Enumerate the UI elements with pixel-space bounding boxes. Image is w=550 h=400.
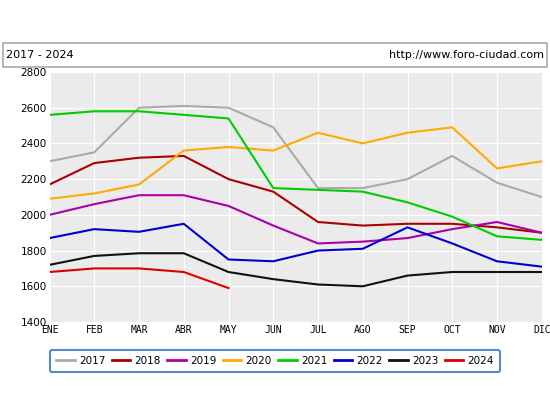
- Text: Evolucion del paro registrado en Tortosa: Evolucion del paro registrado en Tortosa: [128, 14, 422, 28]
- FancyBboxPatch shape: [3, 43, 547, 67]
- Text: http://www.foro-ciudad.com: http://www.foro-ciudad.com: [389, 50, 544, 60]
- Legend: 2017, 2018, 2019, 2020, 2021, 2022, 2023, 2024: 2017, 2018, 2019, 2020, 2021, 2022, 2023…: [50, 350, 501, 372]
- Text: 2017 - 2024: 2017 - 2024: [6, 50, 73, 60]
